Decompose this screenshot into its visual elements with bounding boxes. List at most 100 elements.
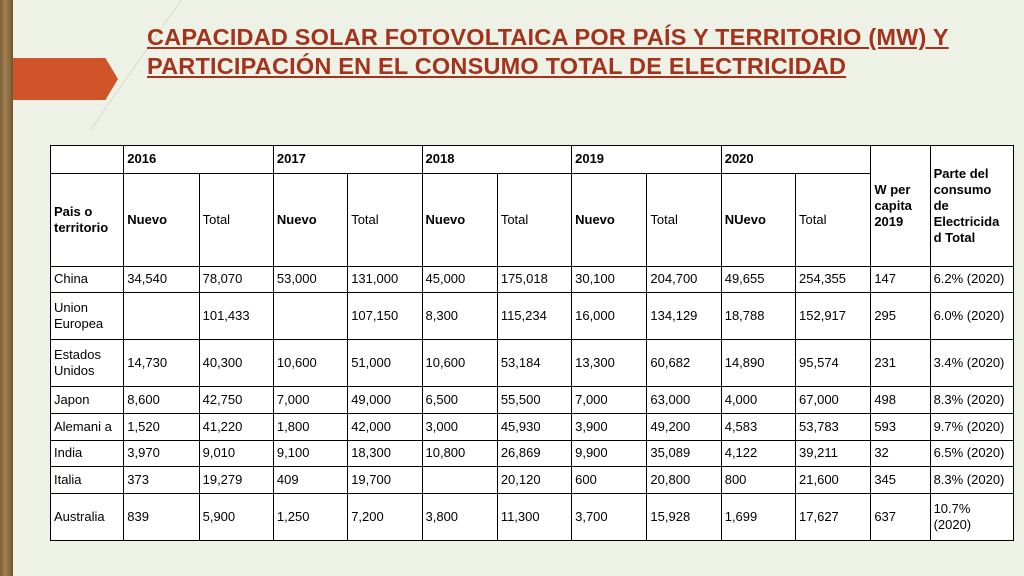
value-cell: 8.3% (2020)	[929, 466, 1015, 494]
nuevo-header: Nuevo	[272, 172, 349, 267]
table-row: Japon 8,600 42,750 7,000 49,000 6,500 55,500 7,…	[49, 386, 1015, 414]
total-header: Total	[646, 172, 722, 267]
value-cell: 32	[870, 439, 931, 468]
value-cell: 3,800	[421, 492, 498, 542]
value-cell: 800	[720, 466, 797, 494]
year-header: 2018	[421, 145, 573, 174]
value-cell: 9,900	[571, 439, 648, 468]
value-cell: 49,200	[646, 412, 722, 441]
value-cell: 78,070	[198, 265, 274, 294]
title-accent-arrow	[13, 58, 118, 100]
value-cell: 17,627	[795, 492, 872, 542]
country-cell: India	[49, 439, 125, 468]
country-cell: Australia	[49, 492, 125, 542]
total-header: Total	[347, 172, 423, 267]
year-header: 2017	[272, 145, 423, 174]
value-cell: 19,700	[347, 466, 423, 494]
value-cell: 7,000	[571, 386, 648, 414]
value-cell: 53,000	[272, 265, 349, 294]
value-cell: 5,900	[198, 492, 274, 542]
value-cell: 13,300	[571, 339, 648, 388]
value-cell: 49,000	[347, 386, 423, 414]
value-cell: 18,788	[720, 292, 797, 341]
value-cell: 9.7% (2020)	[929, 412, 1015, 441]
value-cell: 11,300	[496, 492, 573, 542]
value-cell	[123, 292, 200, 341]
value-cell: 204,700	[646, 265, 722, 294]
value-cell: 101,433	[198, 292, 274, 341]
value-cell: 4,122	[720, 439, 797, 468]
value-cell: 373	[123, 466, 200, 494]
value-cell: 231	[870, 339, 931, 388]
value-cell: 42,750	[198, 386, 274, 414]
value-cell: 15,928	[646, 492, 722, 542]
nuevo-header: Nuevo	[123, 172, 200, 267]
total-header: Total	[795, 172, 872, 267]
value-cell: 9,010	[198, 439, 274, 468]
value-cell: 175,018	[496, 265, 573, 294]
value-cell: 6.5% (2020)	[929, 439, 1015, 468]
value-cell: 60,682	[646, 339, 722, 388]
value-cell: 600	[571, 466, 648, 494]
value-cell: 14,730	[123, 339, 200, 388]
value-cell: 14,890	[720, 339, 797, 388]
value-cell: 8,600	[123, 386, 200, 414]
value-cell: 67,000	[795, 386, 872, 414]
value-cell: 95,574	[795, 339, 872, 388]
value-cell: 10.7% (2020)	[929, 492, 1015, 542]
value-cell: 21,600	[795, 466, 872, 494]
value-cell: 34,540	[123, 265, 200, 294]
value-cell: 6,500	[421, 386, 498, 414]
value-cell: 18,300	[347, 439, 423, 468]
table-row: Australia 839 5,900 1,250 7,200 3,800 11,300 3,…	[49, 492, 1015, 542]
value-cell: 3.4% (2020)	[929, 339, 1015, 388]
value-cell: 53,184	[496, 339, 573, 388]
table-body: China 34,540 78,070 53,000 131,000 45,000 175,…	[49, 265, 1015, 542]
value-cell: 115,234	[496, 292, 573, 341]
value-cell: 3,970	[123, 439, 200, 468]
value-cell: 16,000	[571, 292, 648, 341]
country-cell: Alemani a	[49, 412, 125, 441]
value-cell: 49,655	[720, 265, 797, 294]
w-per-capita-header: W per capita 2019	[870, 145, 931, 267]
subheader-row: Pais o territorio Nuevo Total Nuevo Tota…	[49, 172, 1014, 267]
value-cell: 53,783	[795, 412, 872, 441]
country-cell: Union Europea	[49, 292, 125, 341]
value-cell: 4,000	[720, 386, 797, 414]
value-cell: 1,520	[123, 412, 200, 441]
table-row: Estados Unidos 14,730 40,300 10,600 51,000 10…	[49, 339, 1015, 388]
value-cell: 593	[870, 412, 931, 441]
country-cell: Italia	[49, 466, 125, 494]
value-cell: 26,869	[496, 439, 573, 468]
table-row: India 3,970 9,010 9,100 18,300 10,800 26,869 9,…	[49, 439, 1015, 468]
value-cell: 39,211	[795, 439, 872, 468]
slide-title: CAPACIDAD SOLAR FOTOVOLTAICA POR PAÍS Y …	[147, 24, 949, 79]
empty-header-cell	[49, 145, 125, 174]
share-header: Parte del consumo de Electricida d Total	[929, 145, 1015, 267]
value-cell: 7,000	[272, 386, 349, 414]
country-cell: Estados Unidos	[49, 339, 125, 388]
value-cell	[421, 466, 498, 494]
value-cell: 131,000	[347, 265, 423, 294]
value-cell: 637	[870, 492, 931, 542]
value-cell: 1,800	[272, 412, 349, 441]
table-row: China 34,540 78,070 53,000 131,000 45,000 175,…	[49, 265, 1015, 294]
total-header: Total	[198, 172, 274, 267]
year-header-row: 2016 2017 2018 2019 2020 W per capita 20…	[49, 145, 1015, 267]
left-wood-bar	[0, 0, 13, 576]
value-cell: 40,300	[198, 339, 274, 388]
value-cell: 107,150	[347, 292, 423, 341]
value-cell: 498	[870, 386, 931, 414]
value-cell: 345	[870, 466, 931, 494]
value-cell: 3,700	[571, 492, 648, 542]
value-cell: 20,800	[646, 466, 722, 494]
table-row: Union Europea 101,433 107,150 8,300 115,234 1…	[49, 292, 1015, 341]
value-cell: 30,100	[571, 265, 648, 294]
value-cell: 9,100	[272, 439, 349, 468]
solar-capacity-table: 2016 2017 2018 2019 2020 W per capita 20…	[49, 145, 1015, 542]
value-cell: 1,250	[272, 492, 349, 542]
value-cell: 6.2% (2020)	[929, 265, 1015, 294]
nuevo-header: Nuevo	[421, 172, 498, 267]
value-cell: 20,120	[496, 466, 573, 494]
value-cell: 35,089	[646, 439, 722, 468]
